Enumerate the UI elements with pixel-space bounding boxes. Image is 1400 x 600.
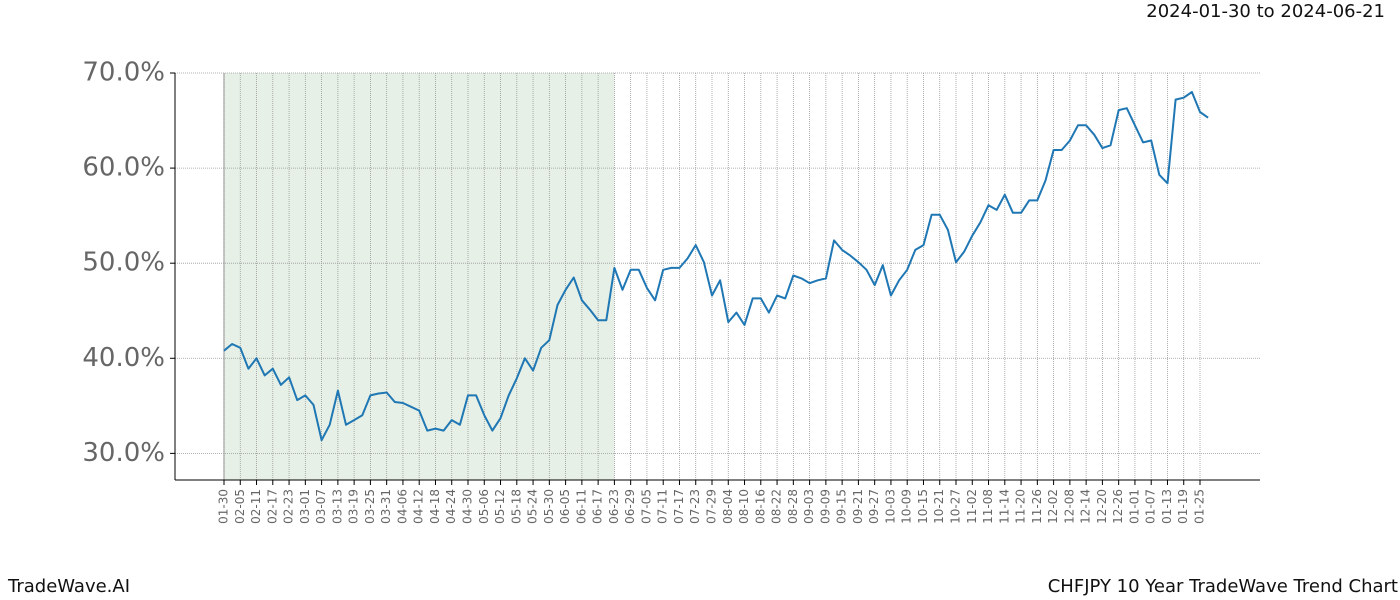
x-tick-label: 11-20 [1014,489,1028,524]
x-tick-label: 08-22 [770,489,784,524]
x-tick-label: 05-24 [526,489,540,524]
x-tick-label: 03-07 [314,489,328,524]
x-tick-label: 12-02 [1046,489,1060,524]
x-tick-label: 10-15 [916,489,930,524]
x-tick-label: 07-17 [672,489,686,524]
x-tick-label: 10-03 [883,489,897,524]
x-tick-label: 12-20 [1095,489,1109,524]
trend-line [223,91,1209,442]
x-tick-label: 04-24 [444,489,458,524]
y-tick-label: 40.0% [82,343,165,373]
x-tick-label: 03-31 [379,489,393,524]
x-tick-label: 05-06 [477,489,491,524]
x-tick-label: 03-25 [363,489,377,524]
x-tick-label: 06-29 [623,489,637,524]
x-tick-label: 07-11 [656,489,670,524]
x-tick-label: 03-19 [347,489,361,524]
x-tick-label: 06-17 [591,489,605,524]
x-tick-label: 07-23 [688,489,702,524]
x-tick-label: 08-16 [753,489,767,524]
footer-left: TradeWave.AI [7,576,130,597]
x-tick-label: 05-30 [542,489,556,524]
x-tick-label: 10-27 [949,489,963,524]
x-tick-label: 01-30 [217,489,231,524]
x-tick-label: 11-08 [981,489,995,524]
x-tick-label: 05-12 [493,489,507,524]
x-tick-label: 06-11 [574,489,588,524]
x-tick-label: 03-01 [298,489,312,524]
y-tick-label: 50.0% [82,248,165,278]
x-tick-label: 06-23 [607,489,621,524]
x-tick-label: 02-17 [265,489,279,524]
y-tick-label: 70.0% [82,58,165,88]
x-tick-label: 02-05 [233,489,247,524]
x-tick-label: 01-25 [1193,489,1207,524]
x-tick-label: 11-02 [965,489,979,524]
x-tick-label: 12-08 [1062,489,1076,524]
chart-title: 2024-01-30 to 2024-06-21 [1146,1,1385,22]
x-tick-label: 12-14 [1079,489,1093,524]
x-tick-label: 10-09 [900,489,914,524]
highlight-region [224,73,615,480]
y-tick-label: 30.0% [82,438,165,468]
x-tick-label: 09-21 [851,489,865,524]
x-tick-label: 09-27 [867,489,881,524]
x-tick-label: 04-18 [428,489,442,524]
x-tick-label: 01-07 [1144,489,1158,524]
x-tick-label: 09-03 [802,489,816,524]
y-tick-label: 60.0% [82,153,165,183]
x-tick-label: 01-19 [1176,489,1190,524]
x-tick-label: 04-12 [412,489,426,524]
x-tick-label: 12-26 [1111,489,1125,524]
x-tick-label: 02-11 [249,489,263,524]
x-tick-label: 05-18 [509,489,523,524]
footer-right: CHFJPY 10 Year TradeWave Trend Chart [1048,576,1398,597]
x-tick-label: 11-26 [1030,489,1044,524]
x-tick-label: 08-28 [786,489,800,524]
x-tick-label: 04-06 [395,489,409,524]
x-tick-label: 11-14 [997,489,1011,524]
x-tick-label: 04-30 [461,489,475,524]
x-tick-label: 02-23 [282,489,296,524]
x-tick-label: 06-05 [558,489,572,524]
x-tick-label: 08-04 [721,489,735,524]
x-tick-label: 10-21 [932,489,946,524]
x-tick-label: 07-29 [705,489,719,524]
x-tick-label: 09-15 [835,489,849,524]
x-tick-label: 01-13 [1160,489,1174,524]
x-tick-label: 08-10 [737,489,751,524]
x-tick-label: 01-01 [1127,489,1141,524]
x-tick-label: 09-09 [818,489,832,524]
x-tick-label: 07-05 [639,489,653,524]
x-tick-label: 03-13 [330,489,344,524]
